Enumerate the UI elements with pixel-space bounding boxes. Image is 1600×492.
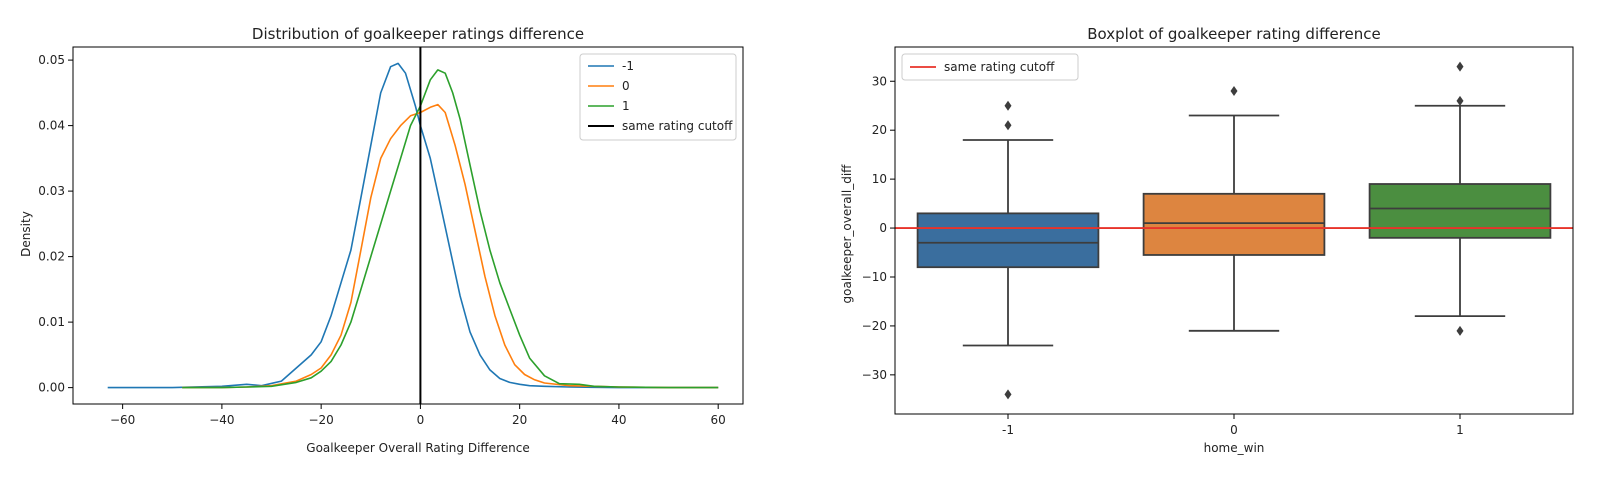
kde-legend-box (579, 53, 737, 141)
boxplot-y-tick-label: 10 (872, 172, 887, 186)
boxplot-y-axis-label: goalkeeper_overall_diff (840, 164, 854, 304)
boxplot-y-ticks: −30 −20 −10 0 10 20 30 (862, 74, 895, 382)
kde-legend-label: 0 (622, 79, 630, 93)
boxplot-x-tick-label: -1 (1002, 423, 1014, 437)
kde-chart: Distribution of goalkeeper ratings diffe… (19, 25, 744, 455)
kde-plot-frame (72, 46, 744, 405)
kde-x-ticks: −60 −40 −20 0 20 40 60 (110, 404, 726, 427)
kde-y-tick-label: 0.03 (38, 184, 65, 198)
boxplot-outlier (1456, 61, 1464, 72)
kde-y-tick-label: 0.04 (38, 119, 65, 133)
kde-y-ticks: 0.00 0.01 0.02 0.03 0.04 0.05 (38, 53, 73, 395)
boxplot-x-tick-label: 1 (1456, 423, 1464, 437)
kde-series-line--1 (107, 62, 719, 389)
boxplot-x-tick-label: 0 (1230, 423, 1238, 437)
kde-y-tick-label: 0.01 (38, 315, 65, 329)
kde-x-tick-label: 0 (417, 413, 425, 427)
boxplot-y-tick-label: 0 (879, 221, 887, 235)
boxplot-box-0 (1142, 192, 1326, 256)
boxplot-marks (895, 61, 1573, 400)
boxplot-y-tick-label: 20 (872, 123, 887, 137)
kde-x-tick-label: 60 (711, 413, 726, 427)
kde-lines (107, 47, 719, 404)
boxplot-outlier (1456, 325, 1464, 336)
boxplot-box-1 (1368, 183, 1552, 239)
kde-y-tick-label: 0.02 (38, 250, 65, 264)
boxplot-outlier (1004, 100, 1012, 111)
kde-chart-title: Distribution of goalkeeper ratings diffe… (252, 25, 584, 43)
kde-x-tick-label: −20 (308, 413, 333, 427)
boxplot-outlier (1004, 389, 1012, 400)
kde-series-line-1 (182, 69, 719, 389)
kde-x-tick-label: 20 (512, 413, 527, 427)
kde-legend: -1 0 1 same rating cutoff (579, 53, 737, 141)
boxplot-chart-title: Boxplot of goalkeeper rating difference (1087, 25, 1380, 43)
kde-x-tick-label: −60 (110, 413, 135, 427)
boxplot-outlier (1456, 95, 1464, 106)
boxplot-plot-frame (894, 46, 1574, 415)
kde-x-tick-label: 40 (611, 413, 626, 427)
boxplot-y-tick-label: −10 (862, 270, 887, 284)
kde-y-tick-label: 0.05 (38, 53, 65, 67)
boxplot-legend-label: same rating cutoff (944, 60, 1055, 74)
boxplot-legend: same rating cutoff (901, 53, 1079, 81)
boxplot-legend-box (901, 53, 1079, 81)
boxplot-chart: Boxplot of goalkeeper rating difference … (840, 25, 1574, 455)
kde-legend-label: 1 (622, 99, 630, 113)
kde-y-axis-label: Density (19, 211, 33, 257)
kde-series-line-0 (182, 103, 719, 389)
boxplot-x-axis-label: home_win (1204, 441, 1265, 455)
boxplot-y-tick-label: −20 (862, 319, 887, 333)
kde-legend-label: -1 (622, 59, 634, 73)
boxplot-y-tick-label: 30 (872, 74, 887, 88)
kde-y-tick-label: 0.00 (38, 381, 65, 395)
boxplot-outlier (1004, 120, 1012, 131)
boxplot-box--1 (916, 212, 1100, 269)
kde-x-axis-label: Goalkeeper Overall Rating Difference (306, 441, 529, 455)
boxplot-x-ticks: -1 0 1 (1002, 414, 1464, 437)
kde-legend-label: same rating cutoff (622, 119, 733, 133)
boxplot-y-tick-label: −30 (862, 368, 887, 382)
kde-x-tick-label: −40 (209, 413, 234, 427)
boxplot-outlier (1230, 86, 1238, 97)
